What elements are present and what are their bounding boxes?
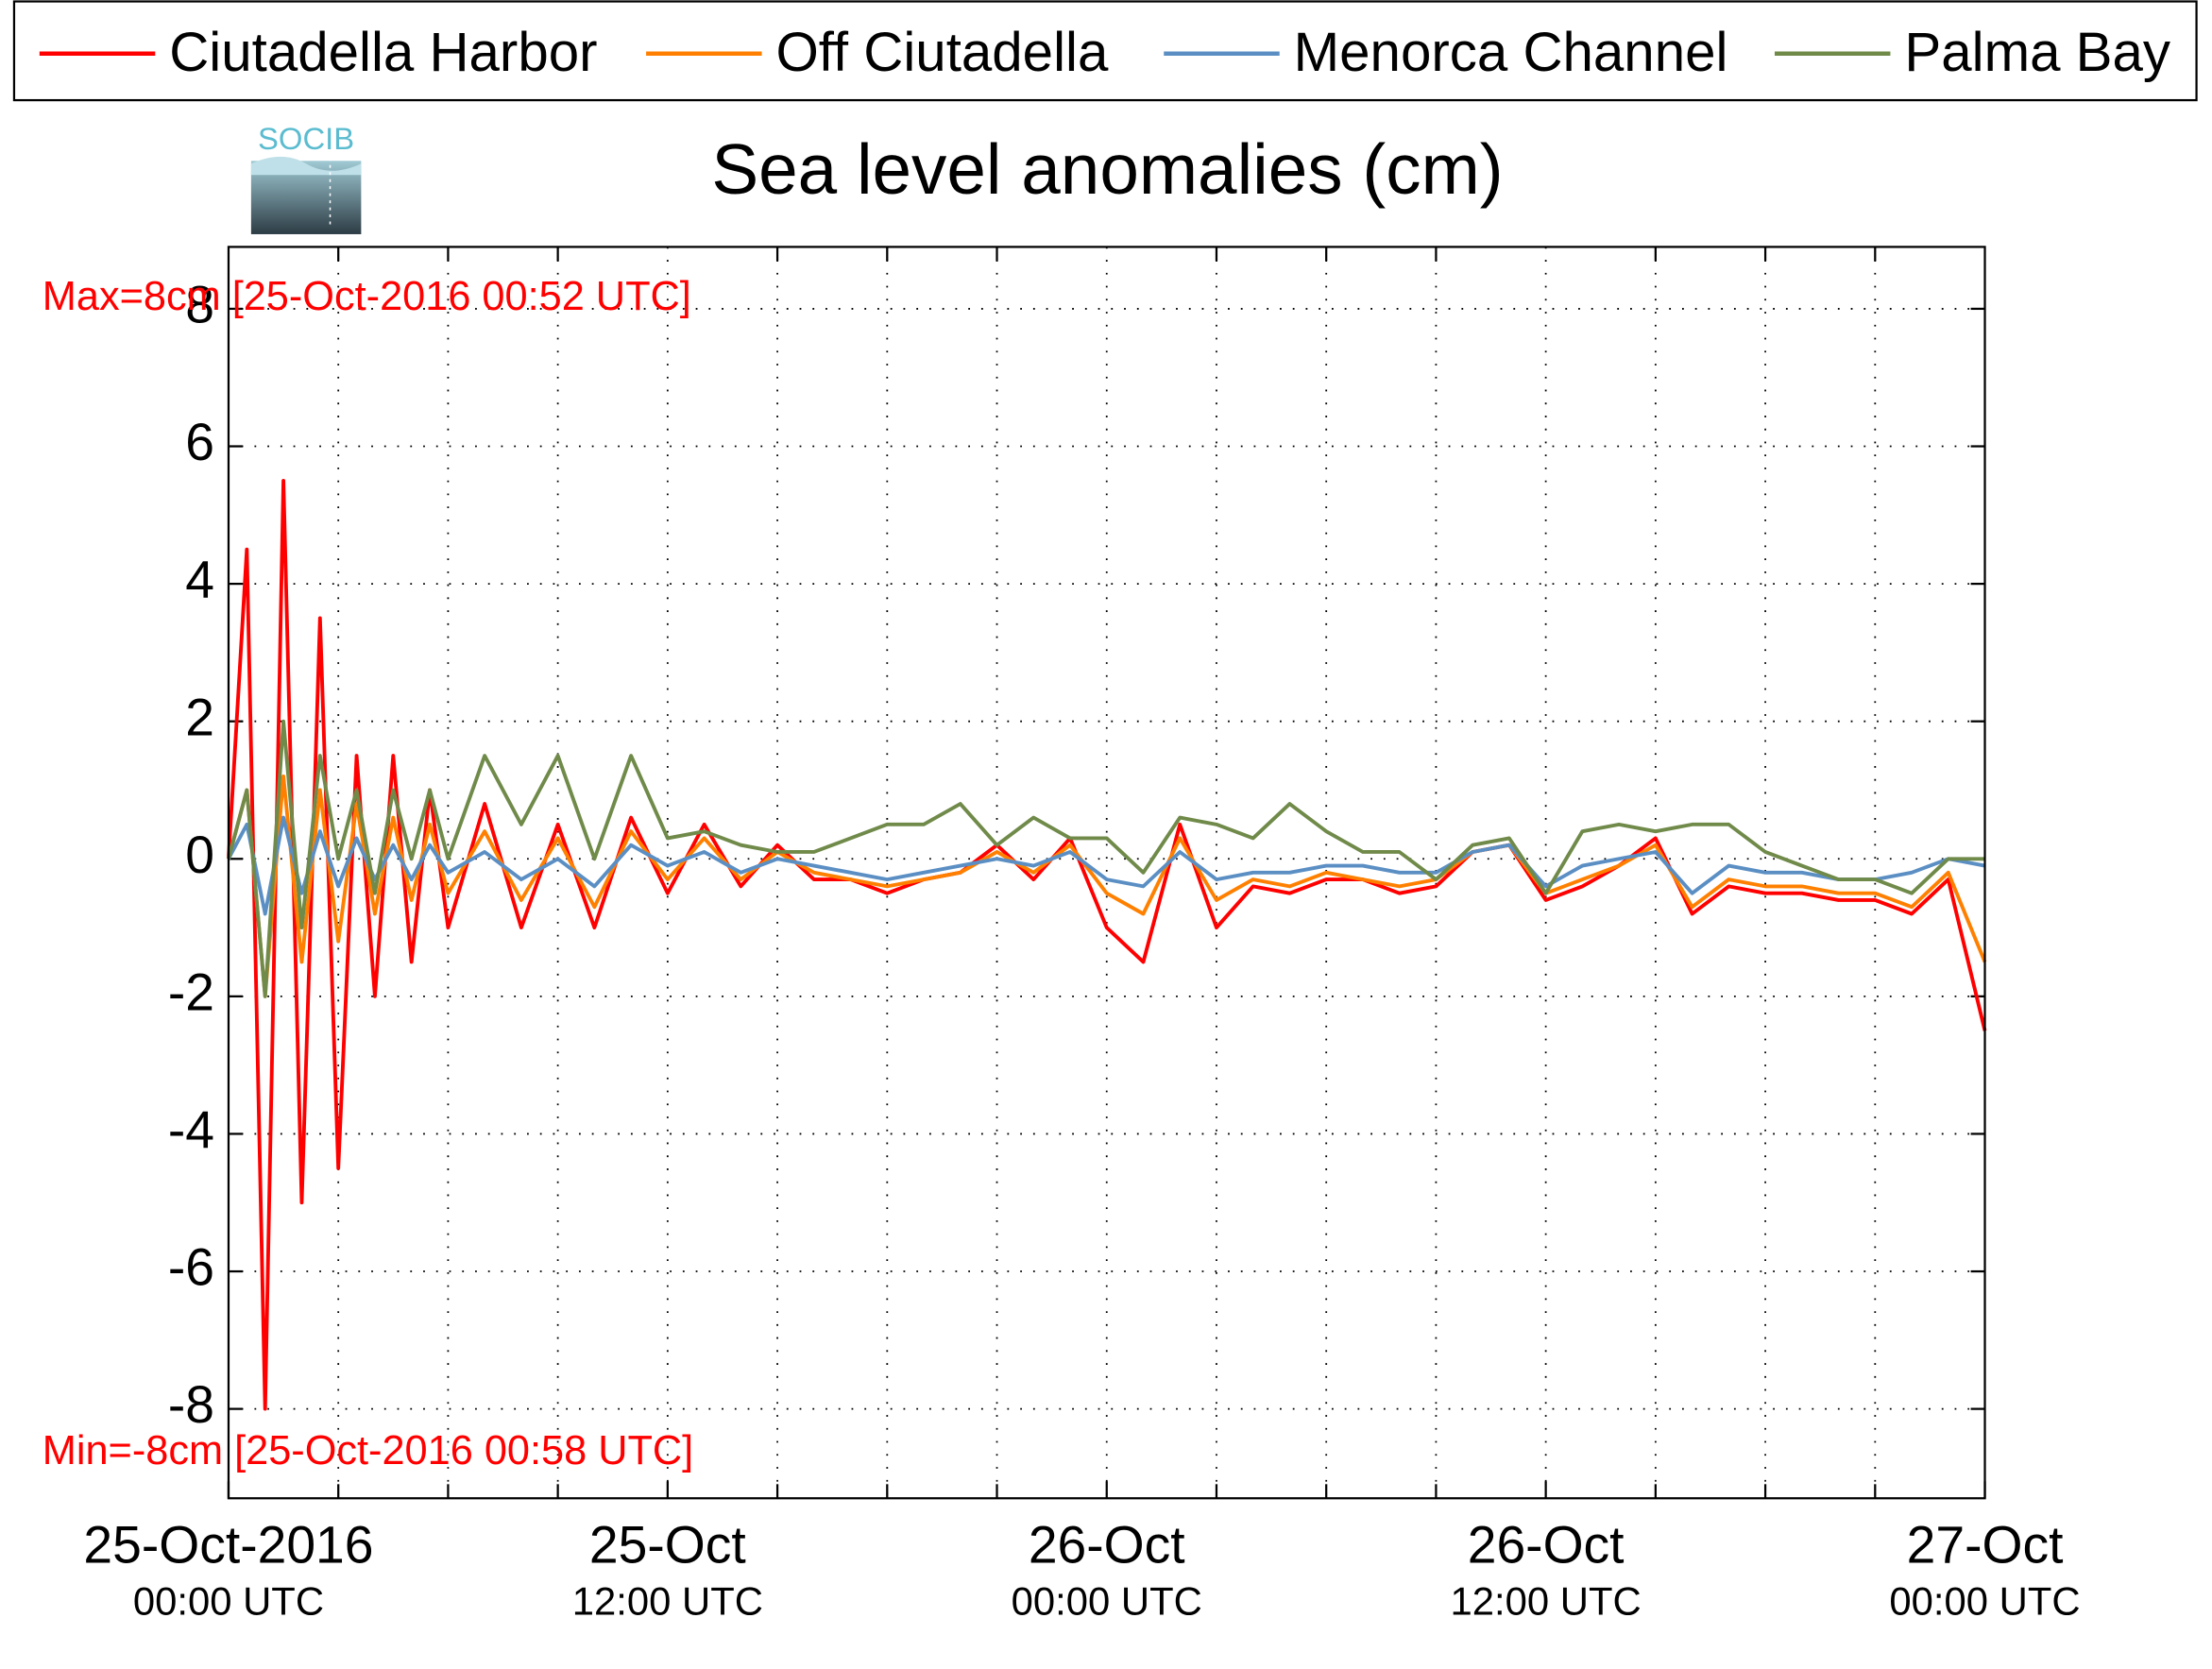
y-tick-label: 4 — [185, 551, 214, 609]
x-tick-sublabel: 12:00 UTC — [572, 1578, 763, 1623]
logo-text: SOCIB — [258, 121, 354, 156]
x-tick-sublabel: 00:00 UTC — [1889, 1578, 2080, 1623]
y-tick-label: 0 — [185, 826, 214, 884]
x-tick-sublabel: 12:00 UTC — [1451, 1578, 1642, 1623]
annotation: Min=-8cm [25-Oct-2016 00:58 UTC] — [43, 1428, 693, 1473]
y-tick-label: -6 — [168, 1238, 214, 1297]
x-tick-sublabel: 00:00 UTC — [1012, 1578, 1202, 1623]
series-line — [227, 815, 1985, 916]
x-tick-label: 25-Oct-2016 — [83, 1516, 373, 1575]
legend-label: Ciutadella Harbor — [169, 22, 597, 83]
y-tick-label: -2 — [168, 962, 214, 1021]
legend-label: Palma Bay — [1904, 22, 2171, 83]
y-tick-label: -4 — [168, 1100, 214, 1159]
y-tick-label: 2 — [185, 688, 214, 746]
y-tick-label: -8 — [168, 1375, 214, 1434]
annotation: Max=8cm [25-Oct-2016 00:52 UTC] — [43, 274, 691, 319]
x-tick-label: 26-Oct — [1029, 1516, 1185, 1575]
logo-wave — [250, 156, 362, 176]
legend-label: Menorca Channel — [1294, 22, 1728, 83]
legend-box — [12, 0, 2198, 102]
x-tick-label: 25-Oct — [589, 1516, 746, 1575]
legend-label: Off Ciutadella — [775, 22, 1108, 83]
series-line — [227, 719, 1985, 998]
logo: SOCIB — [250, 121, 362, 234]
x-tick-label: 26-Oct — [1468, 1516, 1625, 1575]
series-line — [227, 774, 1987, 998]
plot-frame — [227, 246, 1986, 1500]
y-tick-label: 6 — [185, 413, 214, 471]
x-tick-label: 27-Oct — [1907, 1516, 2064, 1575]
chart-title: Sea level anomalies (cm) — [711, 129, 1503, 209]
x-tick-sublabel: 00:00 UTC — [133, 1578, 324, 1623]
y-tick-label: 8 — [185, 276, 214, 334]
